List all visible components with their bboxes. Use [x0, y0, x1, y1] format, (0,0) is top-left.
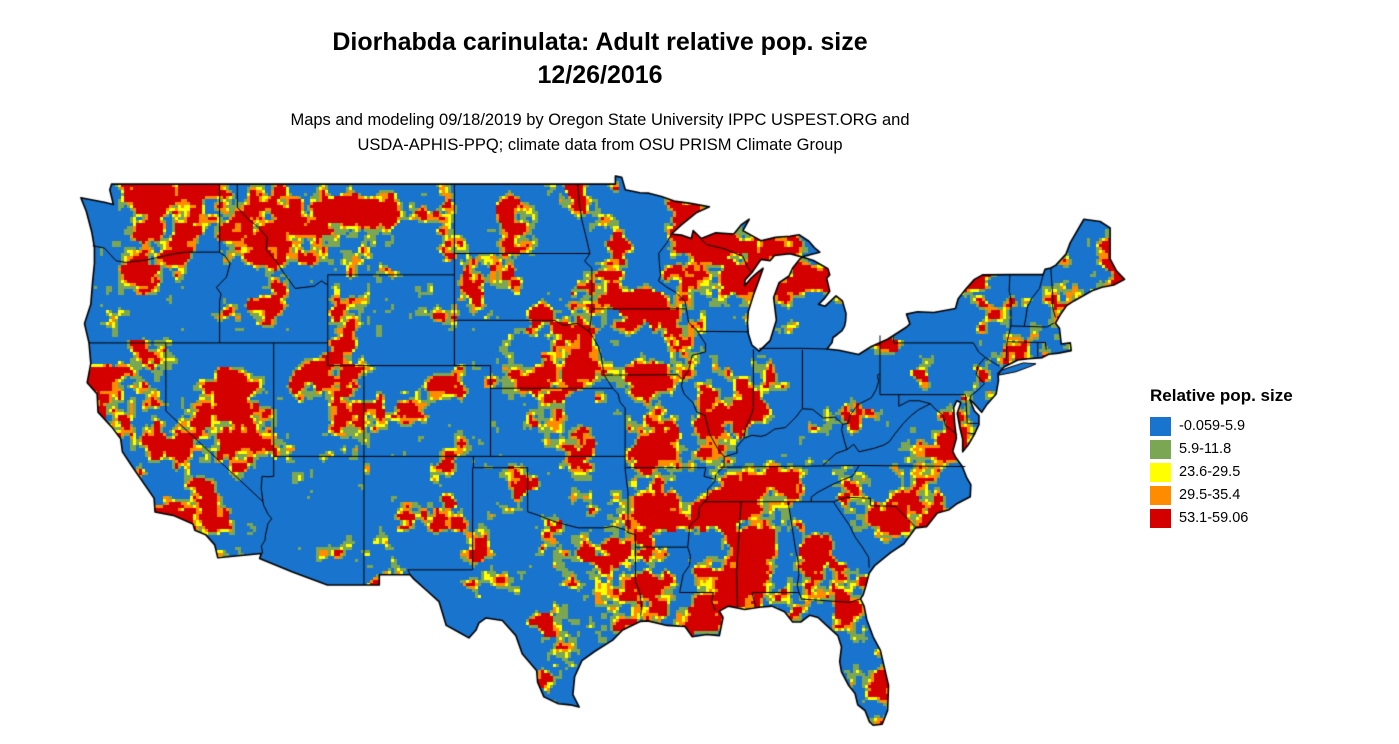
- subtitle-line-2: USDA-APHIS-PPQ; climate data from OSU PR…: [357, 136, 843, 154]
- title-line-1: Diorhabda carinulata: Adult relative pop…: [332, 28, 868, 56]
- legend-swatch: [1150, 486, 1171, 505]
- legend-label: 5.9-11.8: [1179, 441, 1232, 457]
- legend-swatch: [1150, 463, 1171, 482]
- legend-items: -0.059-5.9 5.9-11.8 23.6-29.5 29.5-35.4 53.1…: [1150, 417, 1293, 528]
- legend-swatch: [1150, 440, 1171, 459]
- legend-label: 53.1-59.06: [1179, 510, 1249, 526]
- legend-label: 23.6-29.5: [1179, 464, 1241, 480]
- figure-header: Diorhabda carinulata: Adult relative pop…: [70, 26, 1130, 158]
- legend-item: 53.1-59.06: [1150, 509, 1293, 528]
- legend-item: 29.5-35.4: [1150, 486, 1293, 505]
- legend-title: Relative pop. size: [1150, 386, 1293, 405]
- figure-title: Diorhabda carinulata: Adult relative pop…: [70, 26, 1130, 92]
- legend-label: 29.5-35.4: [1179, 487, 1241, 503]
- title-line-2: 12/26/2016: [537, 61, 663, 89]
- legend-item: -0.059-5.9: [1150, 417, 1293, 436]
- legend-item: 5.9-11.8: [1150, 440, 1293, 459]
- figure-subtitle: Maps and modeling 09/18/2019 by Oregon S…: [70, 108, 1130, 158]
- us-map-canvas: [70, 175, 1130, 740]
- legend-label: -0.059-5.9: [1179, 418, 1246, 434]
- legend-item: 23.6-29.5: [1150, 463, 1293, 482]
- map-legend: Relative pop. size -0.059-5.9 5.9-11.8 23.…: [1150, 386, 1293, 532]
- subtitle-line-1: Maps and modeling 09/18/2019 by Oregon S…: [290, 111, 910, 129]
- legend-swatch: [1150, 417, 1171, 436]
- legend-swatch: [1150, 509, 1171, 528]
